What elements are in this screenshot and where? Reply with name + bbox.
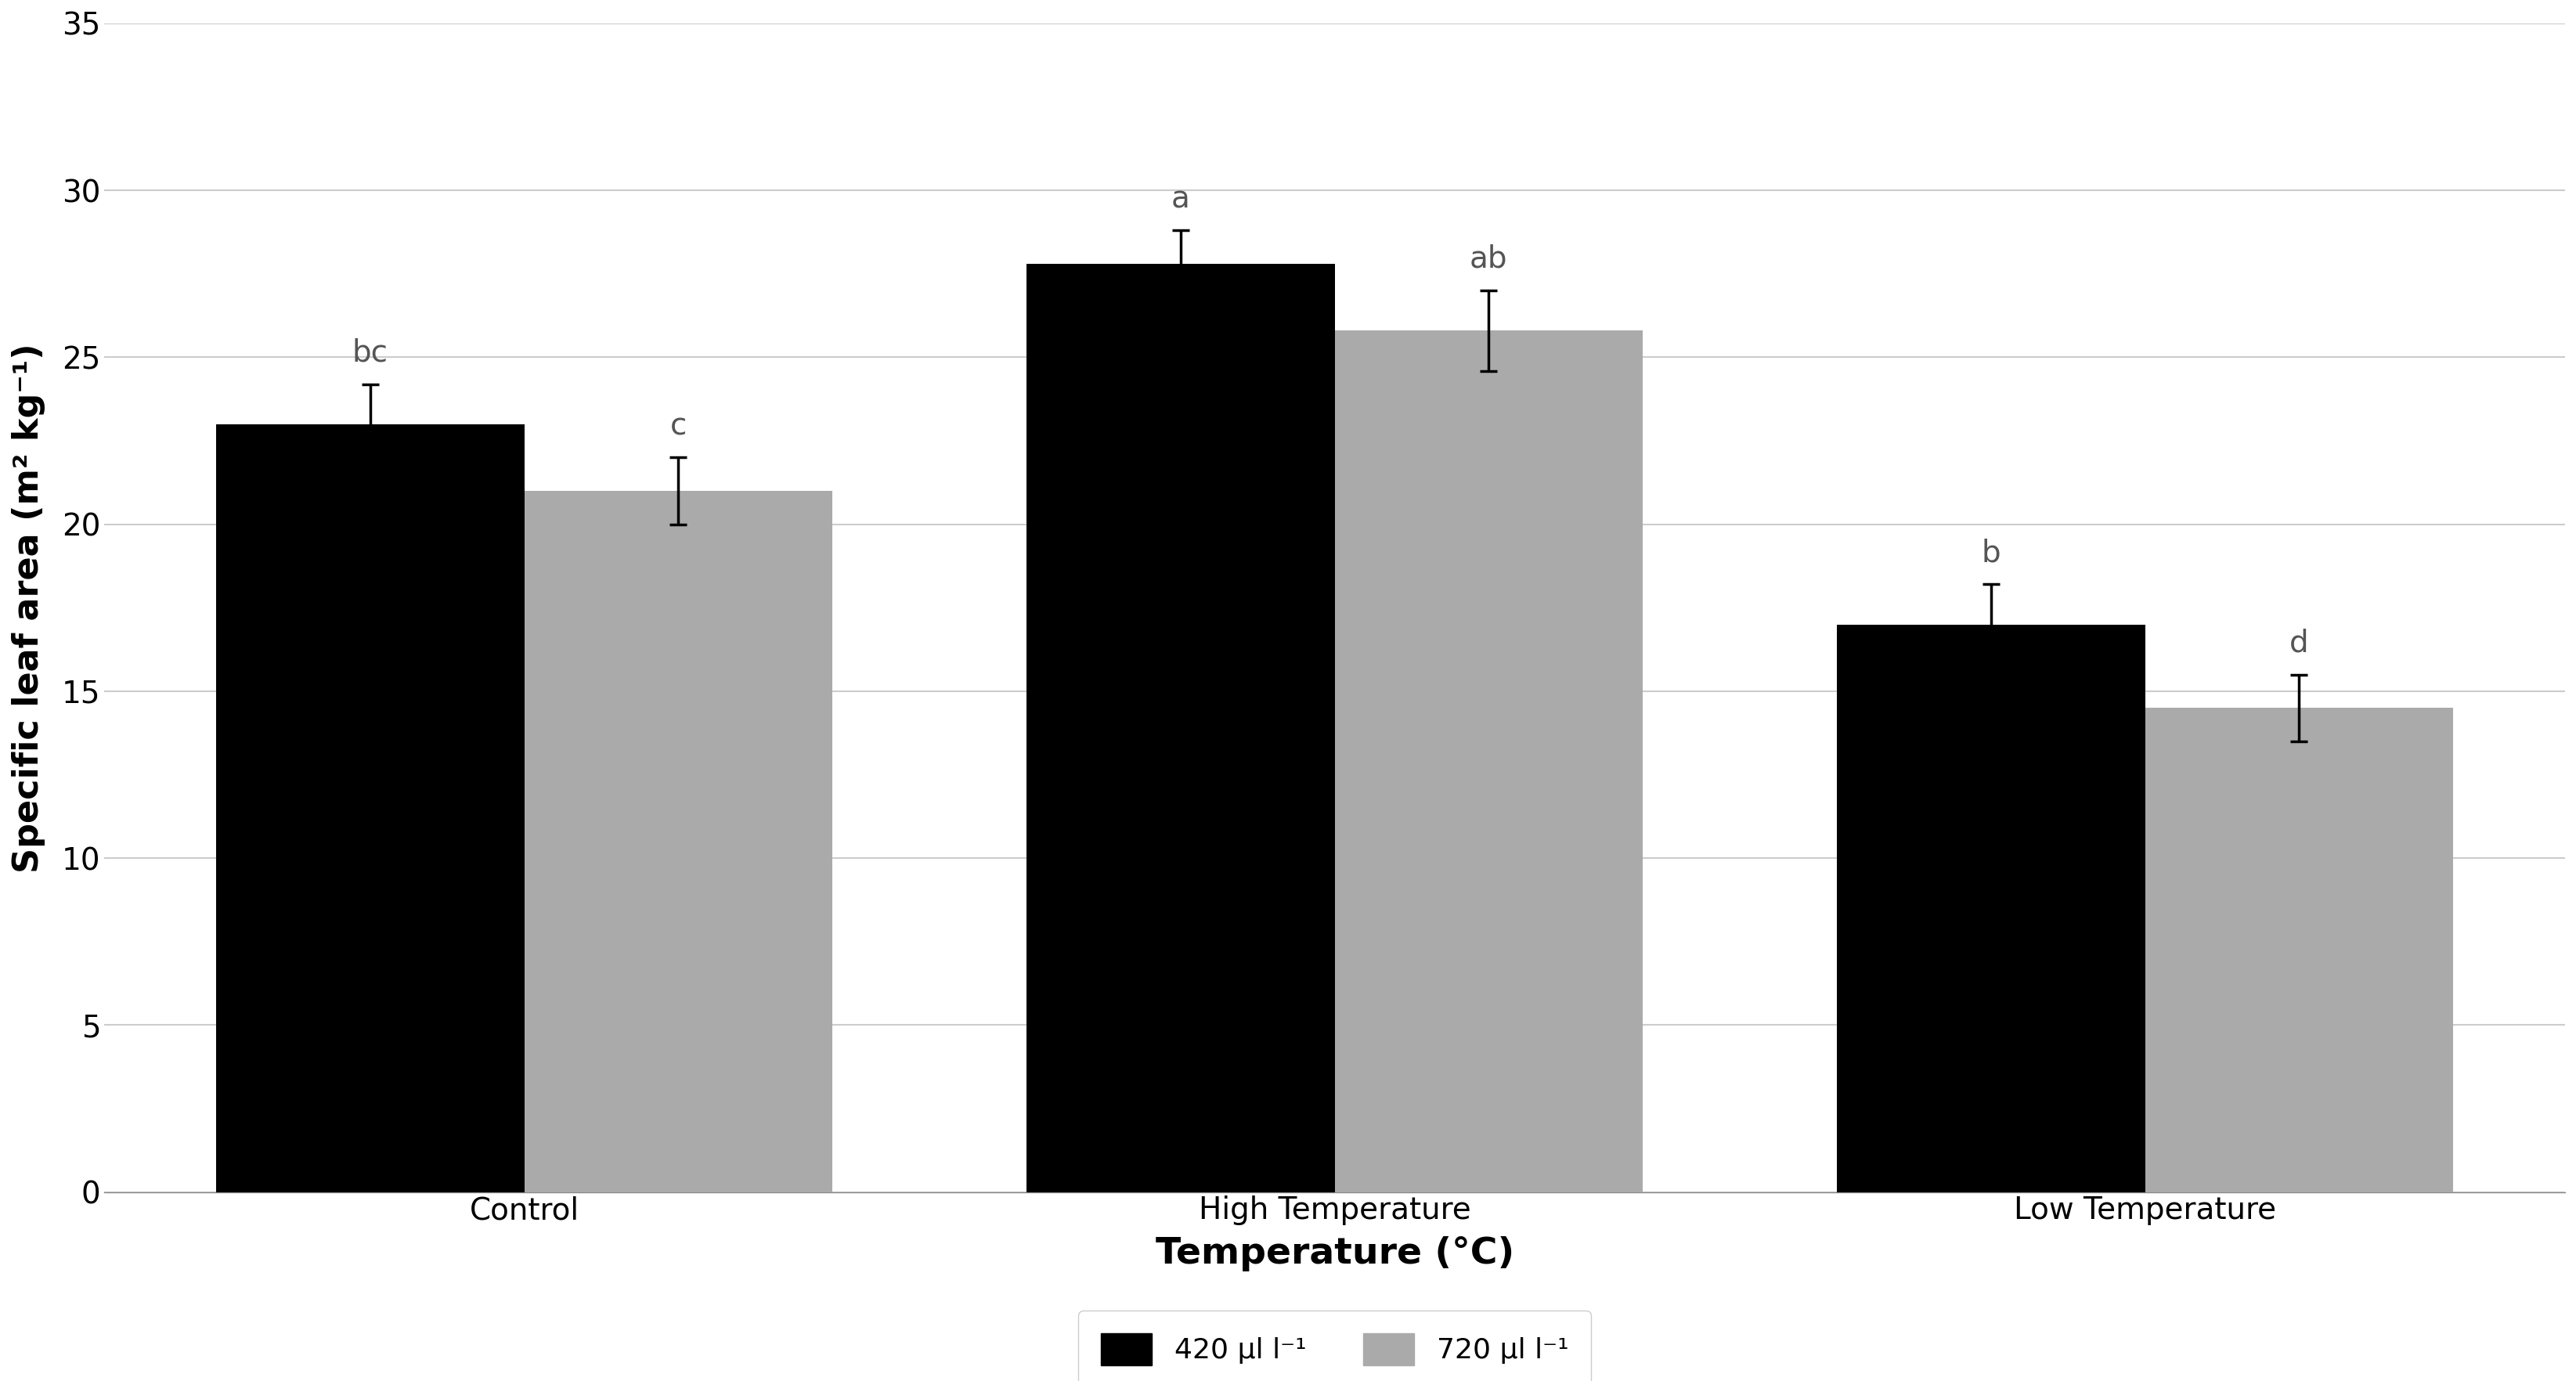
Bar — [1837, 624, 2146, 1192]
Bar — [1334, 330, 1641, 1192]
Text: bc: bc — [353, 337, 389, 367]
Legend: 420 μl l⁻¹, 720 μl l⁻¹: 420 μl l⁻¹, 720 μl l⁻¹ — [1077, 1311, 1589, 1381]
Text: c: c — [670, 412, 685, 441]
Text: d: d — [2290, 628, 2308, 657]
Bar — [523, 490, 832, 1192]
Text: a: a — [1172, 184, 1190, 214]
X-axis label: Temperature (°C): Temperature (°C) — [1154, 1236, 1515, 1272]
Bar — [1025, 264, 1334, 1192]
Bar — [2146, 708, 2452, 1192]
Bar — [216, 424, 523, 1192]
Text: b: b — [1981, 539, 1999, 568]
Y-axis label: Specific leaf area (m² kg⁻¹): Specific leaf area (m² kg⁻¹) — [13, 342, 46, 873]
Text: ab: ab — [1468, 244, 1507, 273]
